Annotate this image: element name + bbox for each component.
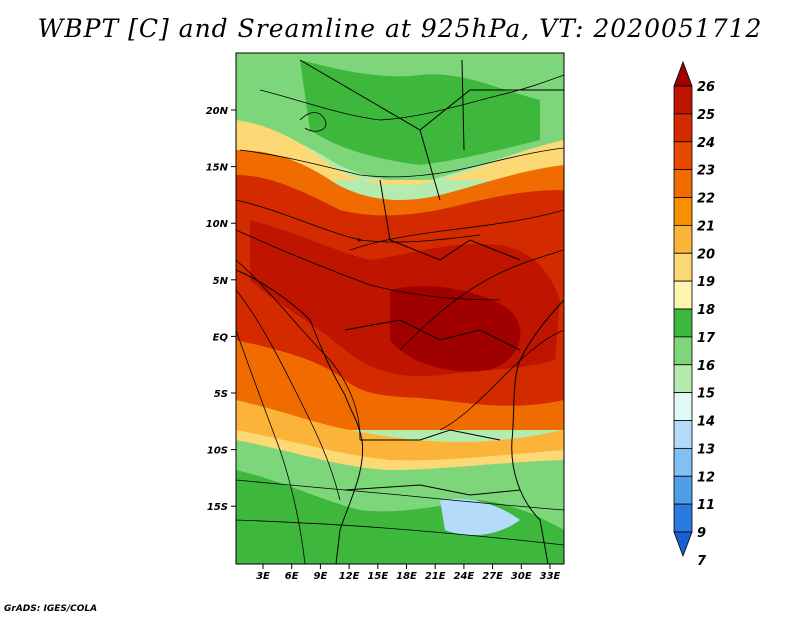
colorbar-swatch	[673, 197, 693, 226]
colorbar-label: 26	[697, 80, 715, 95]
lon-tick-label: 24E	[454, 571, 475, 582]
colorbar-bottom-arrow	[673, 531, 693, 558]
colorbar-swatch	[673, 392, 693, 421]
colorbar-top-arrow	[673, 60, 693, 87]
colorbar-swatch	[673, 420, 693, 449]
colorbar-label: 14	[697, 415, 715, 430]
colorbar-swatch	[673, 169, 693, 198]
colorbar-swatch	[673, 252, 693, 282]
colorbar-label: 12	[697, 470, 715, 485]
streamlines	[236, 74, 564, 564]
lon-tick-label: 9E	[314, 571, 328, 582]
colorbar-label: 7	[697, 554, 707, 569]
colorbar-label: 11	[697, 498, 715, 513]
lon-tick-label: 27E	[482, 571, 503, 582]
colorbar-swatch	[673, 308, 693, 338]
lon-tick-label: 18E	[396, 571, 417, 582]
lat-tick-label: 5S	[214, 389, 228, 400]
colorbar-label: 17	[697, 331, 716, 346]
colorbar-label: 9	[697, 526, 706, 541]
colorbar-label: 24	[697, 136, 715, 151]
colorbar-label: 25	[697, 108, 715, 123]
wbpt-shading	[236, 53, 564, 564]
colorbar-label: 20	[697, 247, 715, 262]
lat-tick-label: 10S	[207, 446, 228, 457]
lat-tick-label: 10N	[206, 219, 229, 230]
lat-tick-label: 15S	[207, 502, 228, 513]
colorbar-label: 21	[697, 219, 715, 234]
colorbar-swatch	[673, 447, 693, 477]
colorbar-label: 23	[697, 164, 715, 179]
colorbar-label: 13	[697, 442, 715, 457]
lon-tick-label: 3E	[256, 571, 270, 582]
lon-tick-label: 6E	[285, 571, 299, 582]
lon-tick-label: 12E	[339, 571, 360, 582]
lon-tick-label: 21E	[425, 571, 446, 582]
lon-tick-label: 30E	[511, 571, 532, 582]
credit-label: GrADS: IGES/COLA	[4, 604, 98, 614]
colorbar-label: 22	[697, 192, 715, 207]
chart-title: WBPT [C] and Sreamline at 925hPa, VT: 20…	[37, 14, 763, 43]
lon-tick-label: 15E	[367, 571, 388, 582]
colorbar-swatch	[673, 364, 693, 394]
colorbar-swatch	[673, 141, 693, 171]
colorbar-swatch	[673, 503, 693, 533]
latitude-axis: 20N 15N 10N 5N EQ 5S 10S 15S	[206, 106, 236, 513]
lat-tick-label: 20N	[206, 106, 229, 117]
colorbar-label: 18	[697, 303, 715, 318]
colorbar-label: 15	[697, 387, 715, 402]
colorbar-label: 16	[697, 359, 715, 374]
colorbar-swatch	[673, 336, 693, 366]
lat-tick-label: 5N	[213, 276, 229, 287]
lat-tick-label: 15N	[206, 163, 229, 174]
colorbar-swatch	[673, 224, 693, 254]
coastlines-borders	[236, 59, 564, 564]
lat-tick-label: EQ	[213, 332, 229, 343]
colorbar-swatch	[673, 113, 693, 143]
colorbar-swatch	[673, 280, 693, 310]
plot-frame	[235, 52, 565, 565]
colorbar-swatch	[673, 475, 693, 505]
colorbar-swatch	[673, 85, 693, 115]
colorbar-label: 19	[697, 275, 715, 290]
lon-tick-label: 33E	[540, 571, 561, 582]
longitude-axis: 3E 6E 9E 12E 15E 18E 21E 24E 27E 30E 33E	[256, 564, 561, 582]
colorbar: 26 25 24 23 22 21 20 19 18 17 16 15 14 13 12 11 9 7	[673, 60, 716, 569]
